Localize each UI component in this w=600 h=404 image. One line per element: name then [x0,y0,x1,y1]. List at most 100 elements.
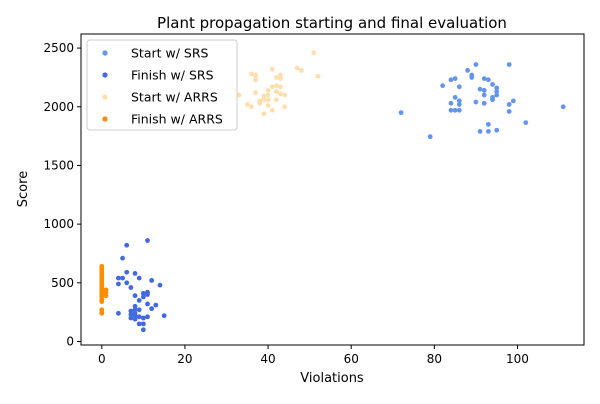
data-point [481,92,487,98]
data-point [398,110,404,116]
data-point [103,289,109,295]
data-point [99,310,105,316]
data-point [506,62,512,67]
data-point [485,77,491,83]
data-point [477,86,483,92]
data-point [140,315,146,321]
data-point [311,50,317,56]
data-point [140,321,146,327]
x-tick-label: 100 [506,352,529,366]
data-point [116,310,121,316]
data-point [469,72,475,78]
y-tick-label: 2500 [43,41,74,55]
legend-label: Finish w/ SRS [131,68,214,83]
data-point [124,269,130,275]
data-point [456,98,462,104]
chart-title: Plant propagation starting and final eva… [157,14,507,32]
data-point [481,87,487,93]
y-tick-label: 0 [66,334,74,348]
x-tick-label: 40 [260,352,275,366]
data-point [257,100,263,106]
x-tick-label: 60 [344,352,359,366]
data-point [278,76,283,81]
data-point [136,314,142,320]
data-point [473,62,479,67]
data-point [494,85,500,91]
data-point [128,285,134,290]
data-point [440,83,446,89]
data-point [485,129,491,134]
data-point [145,314,150,320]
data-point [116,281,121,287]
y-tick-label: 1500 [43,158,74,172]
data-point [490,97,495,103]
data-point [278,72,283,78]
data-point [282,104,288,110]
data-points [99,50,566,333]
plot-area-frame [80,33,585,346]
data-point [140,294,146,300]
data-point [136,321,142,327]
data-point [273,75,279,80]
y-tick-label: 1000 [43,217,74,231]
legend: Start w/ SRS Finish w/ SRS Start w/ ARRS Fi… [86,39,238,131]
data-point [452,94,458,100]
data-point [145,301,150,307]
data-point [265,87,271,93]
data-point [136,275,142,281]
data-point [116,275,121,281]
data-point [473,99,479,105]
data-point [124,280,130,286]
data-point [523,120,529,126]
data-point [456,107,462,113]
data-point [261,93,267,99]
data-point [278,91,283,97]
data-point [132,313,138,319]
data-point [103,293,109,299]
data-point [269,107,275,113]
data-point [452,76,458,81]
data-point [485,121,491,127]
data-point [136,307,142,313]
data-point [456,102,462,107]
data-point [145,292,150,297]
data-point [265,103,271,108]
data-point [265,92,271,98]
data-point [136,298,142,303]
data-point [253,73,258,79]
data-point [132,303,138,309]
data-point [427,134,433,140]
y-axis-label: Score [16,171,31,207]
data-point [249,71,254,77]
data-point [477,129,483,134]
data-point [128,315,134,321]
data-point [481,76,487,81]
data-point [132,316,138,322]
data-point [494,89,500,94]
data-point [249,104,254,110]
data-point [294,65,300,71]
data-point [120,255,125,261]
x-tick-label: 0 [98,352,106,366]
data-point [494,127,500,133]
data-point [448,107,454,113]
y-tick-label: 2000 [43,100,74,114]
data-point [510,98,516,104]
data-point [506,109,512,114]
data-point [278,84,283,90]
data-point [490,82,495,87]
data-point [140,290,146,296]
data-point [161,313,167,319]
data-point [269,84,275,90]
data-point [132,293,138,299]
data-point [253,90,258,96]
data-point [140,327,146,333]
data-point [506,102,512,107]
legend-label: Start w/ SRS [131,46,209,61]
data-point [273,83,279,89]
x-tick-label: 80 [427,352,442,366]
data-point [282,92,288,98]
data-point [120,275,125,281]
